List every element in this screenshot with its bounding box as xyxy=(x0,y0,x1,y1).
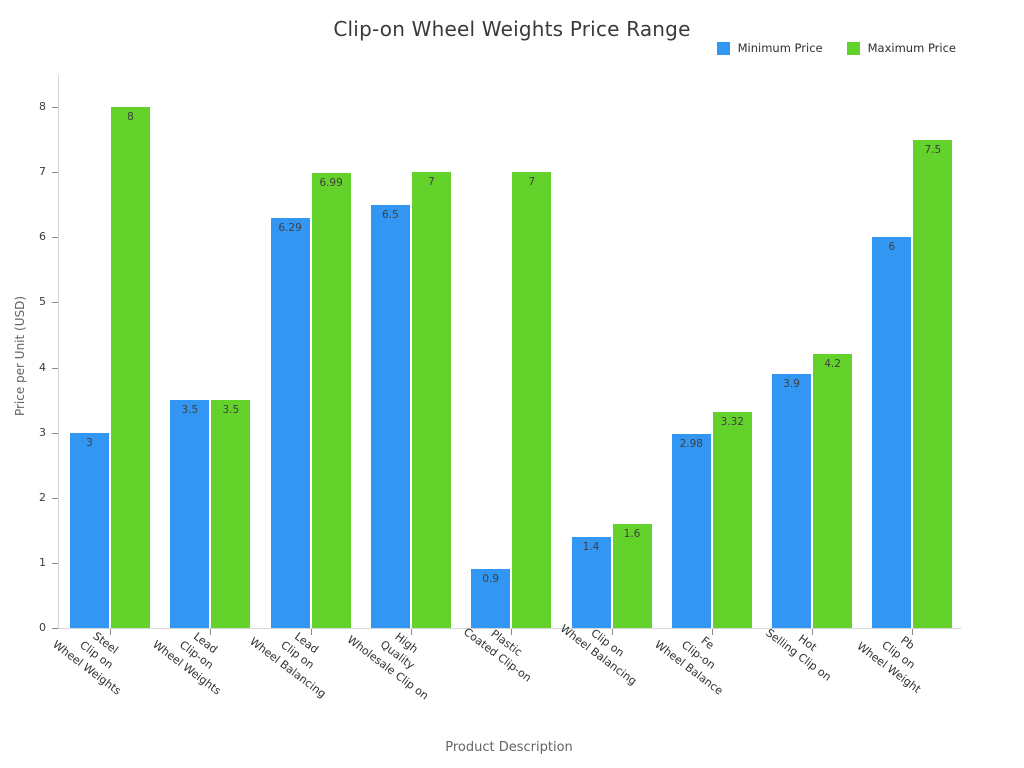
y-axis-line xyxy=(58,75,59,628)
bar-maximum-price xyxy=(712,411,752,628)
y-tick-mark xyxy=(52,302,58,304)
x-tick-mark xyxy=(611,629,613,635)
legend-swatch-maximum-icon xyxy=(846,41,860,55)
bar-minimum-price xyxy=(370,204,410,628)
x-tick-mark xyxy=(410,629,412,635)
bar-value-label: 4.2 xyxy=(824,358,841,371)
bar-value-label: 6.29 xyxy=(278,222,302,235)
bar-value-label: 3.5 xyxy=(222,404,240,417)
x-tick-mark xyxy=(110,629,111,635)
bar-value-label: 1.6 xyxy=(623,527,641,540)
legend-item-minimum-price: Minimum Price xyxy=(716,41,823,55)
bar-value-label: 0.9 xyxy=(482,573,500,586)
y-tick-label: 1 xyxy=(39,555,46,569)
x-tick-mark xyxy=(912,629,914,635)
bar-minimum-price xyxy=(170,400,210,628)
legend-item-maximum-price: Maximum Price xyxy=(846,41,956,55)
bar-value-label: 3.9 xyxy=(783,378,800,390)
bar-minimum-price xyxy=(471,569,511,628)
bar-minimum-price xyxy=(270,218,310,628)
bar-minimum-price xyxy=(70,432,109,628)
y-tick-label: 2 xyxy=(39,490,46,504)
legend-label-maximum: Maximum Price xyxy=(867,41,956,55)
bar-minimum-price xyxy=(671,433,711,628)
bar-value-label: 3.5 xyxy=(181,404,199,417)
y-tick-label: 8 xyxy=(39,100,46,113)
x-tick-mark xyxy=(511,629,513,635)
y-tick-mark xyxy=(52,432,58,434)
x-tick-mark xyxy=(711,629,713,635)
bar-value-label: 3.32 xyxy=(720,415,744,428)
x-axis-line xyxy=(58,628,961,629)
y-tick-mark xyxy=(52,237,58,239)
bar-minimum-price xyxy=(872,237,912,628)
bar-value-label: 6.5 xyxy=(382,208,399,221)
bar-value-label: 7.5 xyxy=(924,143,942,156)
y-tick-label: 5 xyxy=(39,295,46,309)
y-tick-label: 6 xyxy=(39,230,46,244)
bar-value-label: 1.4 xyxy=(582,540,600,553)
legend: Minimum Price Maximum Price xyxy=(716,41,956,55)
x-tick-mark xyxy=(310,629,312,635)
bar-maximum-price xyxy=(512,172,552,628)
chart-title: Clip-on Wheel Weights Price Range xyxy=(333,17,691,41)
bar-maximum-price xyxy=(311,172,351,628)
x-tick-mark xyxy=(812,629,814,635)
y-tick-mark xyxy=(52,562,58,564)
y-tick-mark xyxy=(52,107,58,108)
y-tick-label: 0 xyxy=(39,621,46,634)
bar-minimum-price xyxy=(772,374,812,628)
y-tick-label: 7 xyxy=(39,165,46,179)
x-axis-title: Product Description xyxy=(445,740,573,755)
x-tick-mark xyxy=(210,629,212,635)
y-tick-mark xyxy=(52,628,58,629)
bar-minimum-price xyxy=(571,536,611,628)
bar-value-label: 2.98 xyxy=(679,437,703,450)
y-tick-mark xyxy=(52,497,58,499)
y-tick-mark xyxy=(52,172,58,174)
bar-maximum-price xyxy=(211,400,251,628)
legend-label-minimum: Minimum Price xyxy=(737,41,823,55)
y-tick-label: 3 xyxy=(39,425,46,439)
bar-value-label: 7 xyxy=(428,176,435,189)
y-tick-mark xyxy=(52,367,58,369)
y-tick-label: 4 xyxy=(39,360,46,374)
bar-value-label: 8 xyxy=(127,111,134,123)
bar-maximum-price xyxy=(111,107,150,628)
bar-value-label: 7 xyxy=(528,176,536,189)
bar-maximum-price xyxy=(913,139,953,628)
bar-maximum-price xyxy=(411,172,451,628)
legend-swatch-minimum-icon xyxy=(716,41,730,55)
bar-maximum-price xyxy=(813,354,853,628)
bar-value-label: 3 xyxy=(86,436,93,449)
bar-value-label: 6 xyxy=(888,241,896,254)
bar-maximum-price xyxy=(612,523,652,628)
bar-value-label: 6.99 xyxy=(319,176,343,189)
